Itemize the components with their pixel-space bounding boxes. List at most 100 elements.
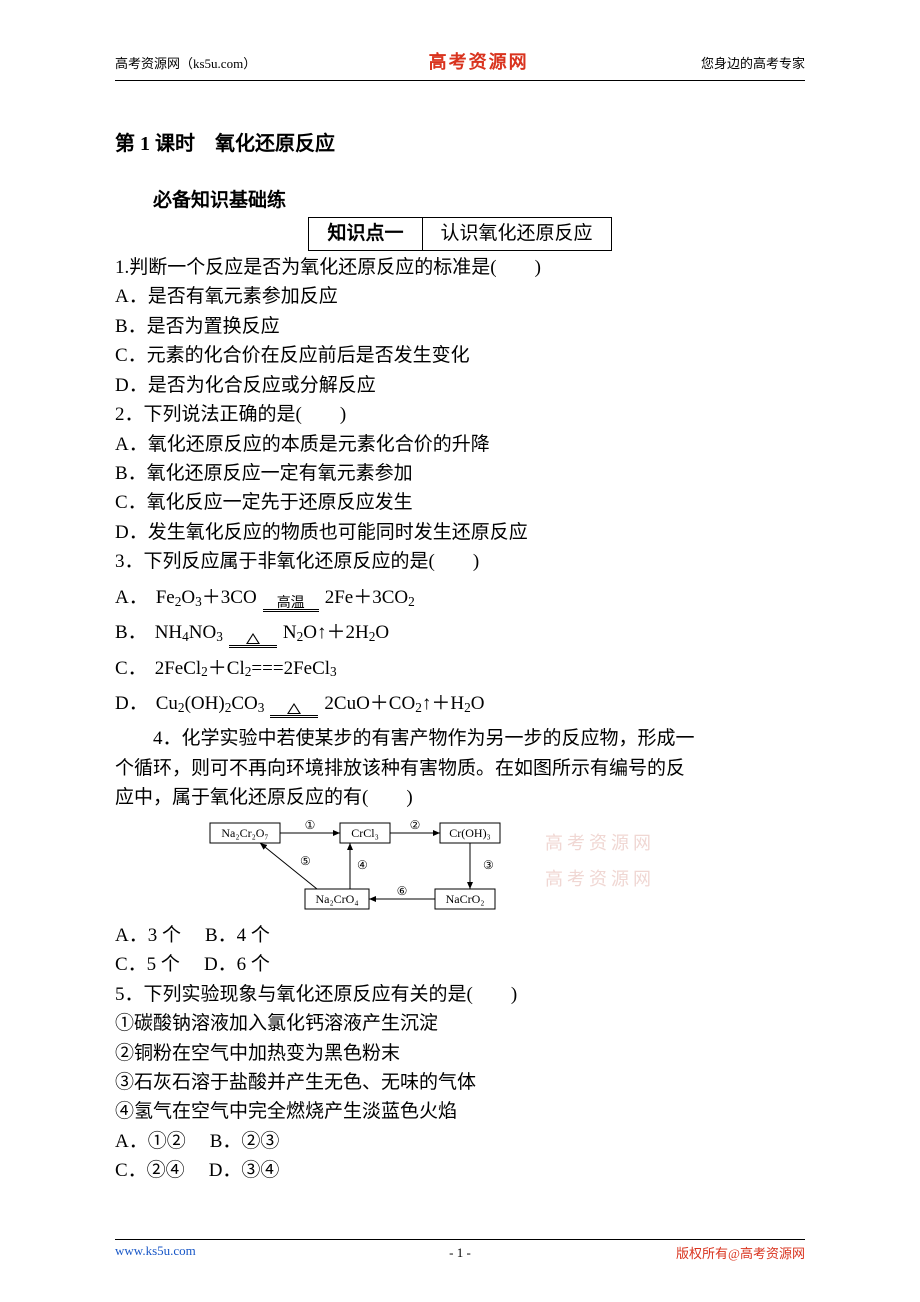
- eq-text: 2CuO＋CO: [324, 689, 415, 718]
- q4-line3: 应中，属于氧化还原反应的有( ): [115, 783, 805, 812]
- q3-optB: B． NH4NO3 N2O↑＋2H2O: [115, 618, 805, 647]
- q4-line2: 个循环，则可不再向环境排放该种有害物质。在如图所示有编号的反: [115, 754, 805, 783]
- q3-optC: C． 2FeCl2＋Cl2===2FeCl3: [115, 654, 805, 683]
- node-n5: NaCrO₂: [446, 892, 485, 906]
- eq-sub: 3: [216, 627, 223, 648]
- eq-sub: 3: [195, 592, 202, 613]
- edge-4: ④: [357, 858, 368, 872]
- q5-s1: ①碳酸钠溶液加入氯化钙溶液产生沉淀: [115, 1009, 805, 1038]
- eq-text: Fe: [156, 583, 175, 612]
- topic-desc: 认识氧化还原反应: [422, 218, 611, 250]
- q3-C-equation: 2FeCl2＋Cl2===2FeCl3: [155, 654, 337, 683]
- eq-sub: 2: [201, 662, 208, 683]
- eq-sub: 2: [245, 662, 252, 683]
- q5-optC: C．②④: [115, 1156, 185, 1185]
- eq-text: 2FeCl: [155, 654, 201, 683]
- reaction-arrow: [229, 633, 277, 648]
- eq-text: (OH): [185, 689, 225, 718]
- reaction-cycle-diagram: Na₂Cr₂O₇ CrCl₃ Cr(OH)₃ Na₂CrO₄ NaCrO₂ ① …: [205, 817, 515, 917]
- header-center: 高考资源网: [429, 48, 529, 74]
- eq-sub: 2: [297, 627, 304, 648]
- reaction-arrow: 高温: [263, 597, 319, 612]
- q4-optD: D．6 个: [204, 950, 270, 979]
- q1-optB: B．是否为置换反应: [115, 312, 805, 341]
- eq-text: O: [375, 618, 389, 647]
- eq-text: 2FeCl: [284, 654, 330, 683]
- q5-opts-row1: A．①② B．②③: [115, 1127, 805, 1156]
- q2-optA: A．氧化还原反应的本质是元素化合价的升降: [115, 430, 805, 459]
- q5-s4: ④氢气在空气中完全燃烧产生淡蓝色火焰: [115, 1097, 805, 1126]
- page-header: 高考资源网（ks5u.com） 高考资源网 您身边的高考专家: [115, 48, 805, 78]
- eq-text: 2Fe＋3CO: [325, 583, 408, 612]
- eq-sub: 2: [464, 698, 471, 719]
- edge-6: ⑥: [397, 884, 408, 898]
- q4-optA: A．3 个: [115, 921, 181, 950]
- eq-sub: 2: [175, 592, 182, 613]
- q3-B-label: B．: [115, 618, 147, 647]
- section-title: 必备知识基础练: [153, 186, 805, 215]
- reaction-arrow: [270, 703, 318, 718]
- watermark-line: 高考资源网: [545, 825, 655, 861]
- q5-s3: ③石灰石溶于盐酸并产生无色、无味的气体: [115, 1068, 805, 1097]
- footer-rule: [115, 1239, 805, 1240]
- q1-optA: A．是否有氧元素参加反应: [115, 282, 805, 311]
- eq-text: ↑＋H: [422, 689, 464, 718]
- eq-sub: 2: [415, 698, 422, 719]
- eq-text: ===: [251, 654, 283, 683]
- header-right: 您身边的高考专家: [701, 53, 805, 72]
- q3-A-label: A．: [115, 583, 148, 612]
- eq-text: NH: [155, 618, 182, 647]
- triangle-icon: [287, 703, 301, 714]
- q4-opts-row1: A．3 个 B．4 个: [115, 921, 805, 950]
- watermark: 高考资源网 高考资源网: [545, 825, 655, 897]
- node-n4: Na₂CrO₄: [315, 892, 358, 906]
- q3-D-equation: Cu2(OH)2CO3 2CuO＋CO2↑＋H2O: [156, 689, 485, 718]
- page-footer: www.ks5u.com 版权所有@高考资源网 - 1 -: [115, 1237, 805, 1262]
- eq-sub: 2: [225, 698, 232, 719]
- q5-stem: 5．下列实验现象与氧化还原反应有关的是( ): [115, 980, 805, 1009]
- q5-optB: B．②③: [210, 1127, 280, 1156]
- edge-2: ②: [410, 818, 421, 832]
- q2-stem: 2．下列说法正确的是( ): [115, 400, 805, 429]
- q2-optB: B．氧化还原反应一定有氧元素参加: [115, 459, 805, 488]
- eq-sub: 2: [369, 627, 376, 648]
- q5-opts-row2: C．②④ D．③④: [115, 1156, 805, 1185]
- eq-text: O: [181, 583, 195, 612]
- q1-optC: C．元素的化合价在反应前后是否发生变化: [115, 341, 805, 370]
- q2-optC: C．氧化反应一定先于还原反应发生: [115, 488, 805, 517]
- edge-5: ⑤: [300, 854, 311, 868]
- eq-sub: 2: [178, 698, 185, 719]
- q3-B-equation: NH4NO3 N2O↑＋2H2O: [155, 618, 389, 647]
- q4-opts-row2: C．5 个 D．6 个: [115, 950, 805, 979]
- lesson-title: 第 1 课时 氧化还原反应: [115, 129, 805, 160]
- watermark-line: 高考资源网: [545, 861, 655, 897]
- q3-stem: 3．下列反应属于非氧化还原反应的是( ): [115, 547, 805, 576]
- eq-text: N: [283, 618, 297, 647]
- q4-optC: C．5 个: [115, 950, 180, 979]
- eq-sub: 3: [330, 662, 337, 683]
- q1-optD: D．是否为化合反应或分解反应: [115, 371, 805, 400]
- eq-sub: 2: [408, 592, 415, 613]
- edge-3: ③: [483, 858, 494, 872]
- q3-optA: A． Fe2O3＋3CO 高温 2Fe＋3CO2: [115, 583, 805, 612]
- eq-text: NO: [189, 618, 216, 647]
- topic-label: 知识点一: [309, 218, 422, 250]
- q3-A-equation: Fe2O3＋3CO 高温 2Fe＋3CO2: [156, 583, 415, 612]
- q5-optA: A．①②: [115, 1127, 186, 1156]
- q3-optD: D． Cu2(OH)2CO3 2CuO＋CO2↑＋H2O: [115, 689, 805, 718]
- page-number: - 1 -: [115, 1245, 805, 1261]
- q3-D-label: D．: [115, 689, 148, 718]
- header-rule: [115, 80, 805, 81]
- q4-optB: B．4 个: [205, 921, 270, 950]
- node-n1: Na₂Cr₂O₇: [221, 826, 268, 840]
- eq-text: ＋3CO: [202, 583, 257, 612]
- q4-line1: 4．化学实验中若使某步的有害产物作为另一步的反应物，形成一: [115, 724, 805, 753]
- edge-1: ①: [305, 818, 316, 832]
- q1-stem: 1.判断一个反应是否为氧化还原反应的标准是( ): [115, 253, 805, 282]
- q3-C-label: C．: [115, 654, 147, 683]
- eq-text: ＋Cl: [208, 654, 245, 683]
- eq-sub: 4: [182, 627, 189, 648]
- q2-optD: D．发生氧化反应的物质也可能同时发生还原反应: [115, 518, 805, 547]
- triangle-icon: [246, 633, 260, 644]
- q5-s2: ②铜粉在空气中加热变为黑色粉末: [115, 1039, 805, 1068]
